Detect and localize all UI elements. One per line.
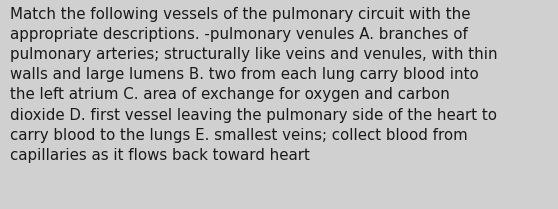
Text: Match the following vessels of the pulmonary circuit with the
appropriate descri: Match the following vessels of the pulmo…: [10, 7, 498, 163]
